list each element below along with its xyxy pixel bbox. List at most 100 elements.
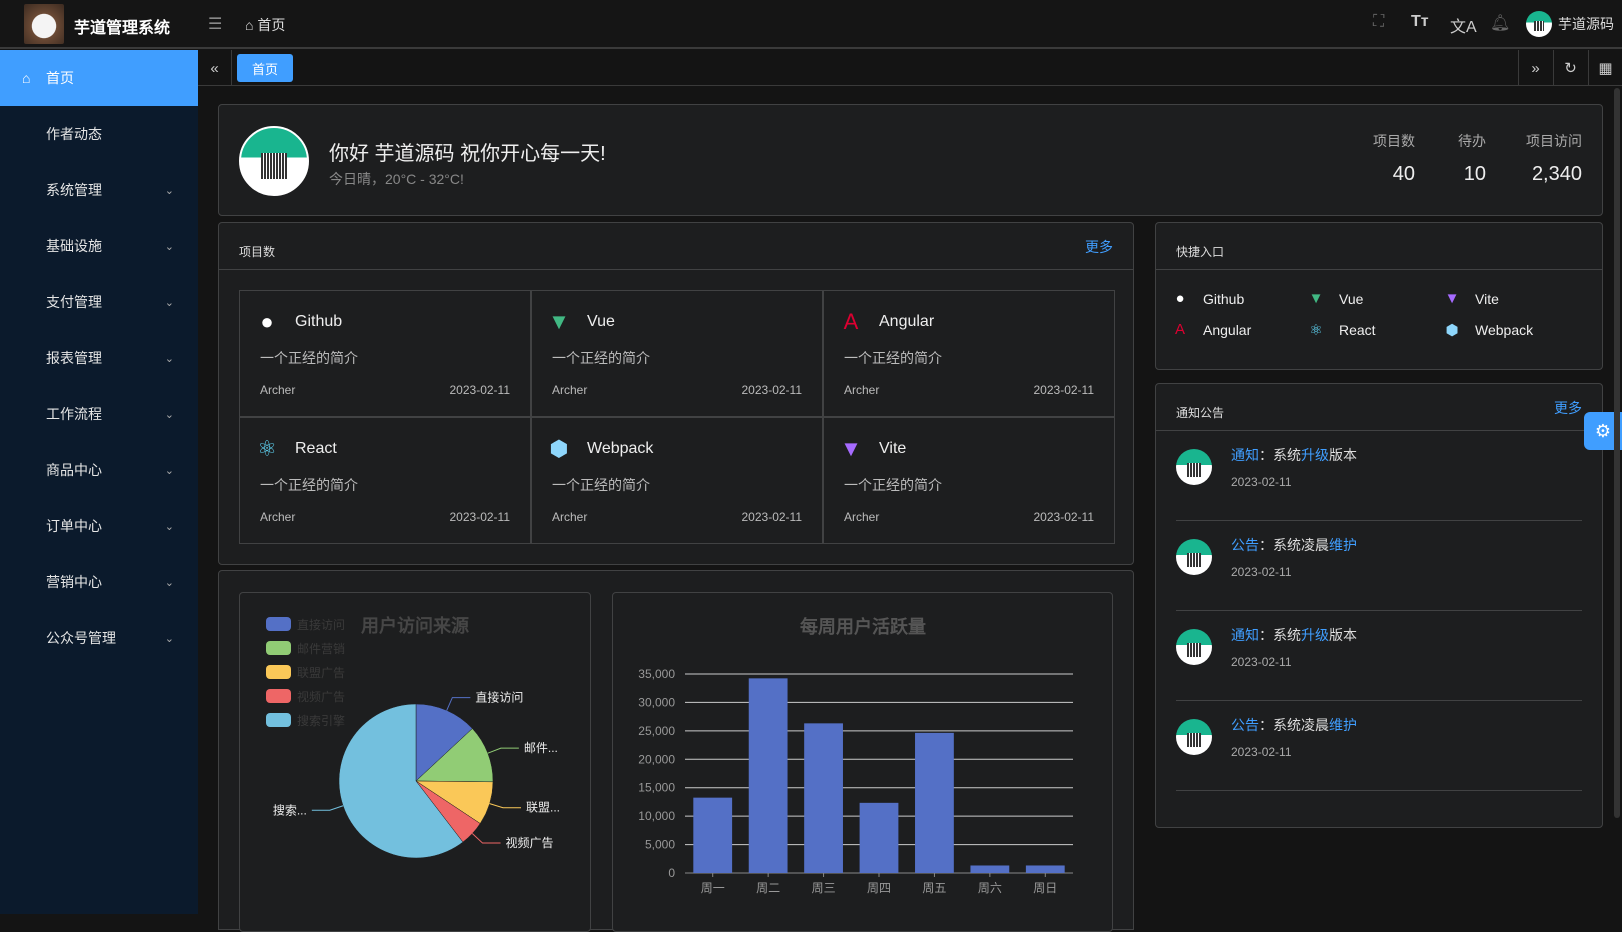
project-date: 2023-02-11 [1033, 510, 1095, 524]
chevron-down-icon: ⌄ [164, 184, 174, 197]
chevron-down-icon: ⌄ [164, 240, 174, 253]
pie-slice [415, 703, 473, 782]
vite-icon: ▼ [840, 436, 862, 461]
project-item[interactable]: ▼ Vue 一个正经的简介 Archer 2023-02-11 [531, 290, 823, 417]
notice-item[interactable]: 公告：系统凌晨维护 2023-02-11 [1176, 701, 1582, 791]
quick-entry-item[interactable]: ● Github [1171, 290, 1244, 307]
projects-title: 项目数 [239, 245, 276, 259]
project-author: Archer [844, 383, 880, 397]
notice-card: 通知公告 更多 通知：系统升级版本 2023-02-11 公告：系统凌晨维护 2… [1155, 383, 1603, 828]
x-tick-label: 周三 [812, 881, 836, 895]
github-icon: ● [1175, 290, 1185, 307]
sidebar-item[interactable]: 支付管理 ⌄ [0, 274, 198, 330]
bar [693, 797, 733, 873]
chevron-down-icon: ⌄ [164, 520, 174, 533]
x-tick-label: 周一 [701, 881, 725, 895]
vue-icon: ▼ [548, 309, 570, 334]
sidebar-item[interactable]: 营销中心 ⌄ [0, 554, 198, 610]
sidebar-item[interactable]: 报表管理 ⌄ [0, 330, 198, 386]
project-name: Angular [879, 313, 935, 330]
notice-item[interactable]: 通知：系统升级版本 2023-02-11 [1176, 431, 1582, 521]
y-tick-label: 20,000 [638, 752, 675, 766]
legend-swatch [266, 665, 291, 679]
fullscreen-icon[interactable]: ⛶ [1373, 13, 1385, 30]
menu-collapse-icon[interactable]: ☰ [208, 16, 223, 33]
notice-more-link[interactable]: 更多 [1554, 400, 1582, 416]
webpack-icon: ⬢ [549, 436, 569, 461]
project-item[interactable]: ● Github 一个正经的简介 Archer 2023-02-11 [239, 290, 531, 417]
avatar [239, 126, 309, 196]
home-icon: ⌂ [245, 17, 258, 33]
refresh-icon[interactable]: ↻ [1553, 50, 1587, 86]
tab-menu-icon[interactable]: ▦ [1588, 50, 1622, 86]
sidebar-item[interactable]: 基础设施 ⌄ [0, 218, 198, 274]
sidebar-item-label: 商品中心 [46, 462, 102, 478]
quick-entry-item[interactable]: ▼ Vue [1308, 290, 1364, 307]
quick-entry-item[interactable]: ⬢ Webpack [1443, 321, 1533, 339]
sidebar-item[interactable]: 订单中心 ⌄ [0, 498, 198, 554]
notice-text: 通知：系统升级版本 [1231, 447, 1357, 463]
project-desc: 一个正经的简介 [844, 477, 942, 493]
sidebar-item[interactable]: ⌂ 首页 [0, 50, 198, 106]
scrollbar[interactable] [1614, 88, 1620, 818]
projects-more-link[interactable]: 更多 [1085, 239, 1113, 255]
quick-entry-item[interactable]: ▼ Vite [1444, 290, 1499, 307]
pie-label: 视频广告 [506, 835, 554, 850]
bar [804, 723, 843, 873]
legend-label: 搜索引擎 [297, 713, 345, 728]
sidebar-item[interactable]: 公众号管理 ⌄ [0, 610, 198, 666]
bar-chart: 每周用户活跃量 0 5,000 10,000 15,000 20,000 25,000 30,… [638, 616, 1073, 895]
stat-visits: 项目访问 2,340 [1526, 133, 1582, 185]
chart-title: 用户访问来源 [361, 615, 469, 636]
notice-item[interactable]: 公告：系统凌晨维护 2023-02-11 [1176, 521, 1582, 611]
y-tick-label: 0 [668, 866, 675, 880]
pie-label-line [311, 805, 344, 811]
angular-icon: A [1174, 321, 1185, 338]
project-desc: 一个正经的简介 [552, 477, 650, 493]
app-title: 芋道管理系统 [74, 20, 171, 37]
sidebar-item[interactable]: 系统管理 ⌄ [0, 162, 198, 218]
sidebar-item[interactable]: 商品中心 ⌄ [0, 442, 198, 498]
chart-title: 每周用户活跃量 [800, 616, 926, 637]
scroll-right-icon[interactable]: » [1518, 50, 1552, 86]
notice-date: 2023-02-11 [1231, 475, 1292, 489]
top-header: 芋道管理系统 ☰ ⌂ 首页 ⛶ Tт 文A 🔔︎ 芋道源码 [0, 0, 1622, 49]
pie-label: 直接访问 [475, 690, 523, 705]
project-desc: 一个正经的简介 [844, 350, 942, 366]
project-item[interactable]: A Angular 一个正经的简介 Archer 2023-02-11 [823, 290, 1115, 417]
pie-chart-card: 用户访问来源 直接访问 邮件营销 联盟广告 视频广告 搜索引擎 直接访问 邮件... 联盟...… [239, 592, 591, 932]
angular-icon: A [843, 309, 859, 334]
tab-home[interactable]: 首页 [237, 54, 293, 82]
legend-label: 视频广告 [297, 689, 345, 704]
notice-item[interactable]: 通知：系统升级版本 2023-02-11 [1176, 611, 1582, 701]
translate-icon[interactable]: 文A [1450, 19, 1477, 36]
react-icon: ⚛ [1309, 322, 1323, 339]
react-icon: ⚛ [257, 436, 277, 461]
sidebar-item[interactable]: 作者动态 [0, 106, 198, 162]
breadcrumb[interactable]: ⌂ 首页 [245, 17, 286, 33]
legend-swatch [266, 641, 291, 655]
font-size-icon[interactable]: Tт [1411, 13, 1429, 30]
project-item[interactable]: ⚛ React 一个正经的简介 Archer 2023-02-11 [239, 417, 531, 544]
project-name: Webpack [587, 440, 654, 457]
user-menu[interactable]: 芋道源码 [1526, 11, 1614, 37]
scroll-left-icon[interactable]: « [198, 50, 232, 86]
project-author: Archer [552, 510, 588, 524]
bar [859, 802, 899, 873]
sidebar-item[interactable]: 工作流程 ⌄ [0, 386, 198, 442]
sidebar-item-label: 作者动态 [46, 126, 102, 142]
quick-entry-item[interactable]: ⚛ React [1307, 321, 1375, 339]
bar [915, 732, 954, 873]
avatar [1176, 539, 1212, 575]
chevron-down-icon: ⌄ [164, 408, 174, 421]
tab-bar: « 首页 » ↻ ▦ [198, 50, 1622, 86]
quick-entry-item[interactable]: A Angular [1171, 321, 1251, 338]
legend-swatch [266, 689, 291, 703]
project-item[interactable]: ▼ Vite 一个正经的简介 Archer 2023-02-11 [823, 417, 1115, 544]
bar [970, 865, 1010, 873]
sidebar-item-label: 支付管理 [46, 294, 102, 310]
avatar [1176, 449, 1212, 485]
project-item[interactable]: ⬢ Webpack 一个正经的简介 Archer 2023-02-11 [531, 417, 823, 544]
notice-date: 2023-02-11 [1231, 655, 1292, 669]
bell-icon[interactable]: 🔔︎ [1490, 15, 1511, 32]
